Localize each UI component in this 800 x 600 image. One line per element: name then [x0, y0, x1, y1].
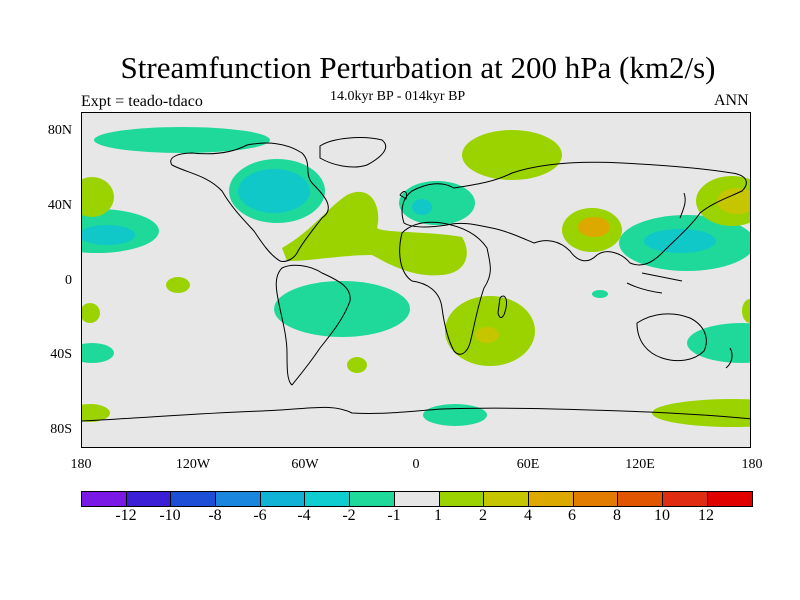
contour-neg-europe-core: [412, 199, 432, 215]
lat-label-40s: 40S: [50, 347, 72, 362]
contour-neg-namerica-core: [238, 169, 310, 213]
contour-pos-safrica-core: [475, 327, 499, 343]
coast-north-america: [170, 142, 329, 262]
coastlines: [82, 137, 750, 422]
lat-label-eq: 0: [65, 273, 72, 288]
contour-neg-tasman: [687, 323, 750, 363]
colorbar: [81, 491, 754, 507]
lon-label-60w: 60W: [291, 457, 319, 472]
colorbar-box: [662, 492, 708, 506]
contour-pos-npacific-east-core: [717, 188, 750, 214]
coast-new-zealand: [725, 347, 733, 369]
colorbar-box: [618, 492, 663, 506]
colorbar-box: [126, 492, 172, 506]
contour-neg-europe: [399, 181, 475, 225]
colorbar-box: [260, 492, 306, 506]
coast-madagascar: [497, 295, 507, 319]
contour-neg-spacific: [82, 343, 114, 363]
colorbar-label: 1: [434, 507, 442, 524]
colorbar-label: 2: [479, 507, 487, 524]
lon-label-60e: 60E: [516, 457, 540, 472]
contour-neg-wpacific-core: [644, 229, 716, 253]
colorbar-label: 4: [524, 507, 532, 524]
colorbar-label: -4: [297, 507, 311, 524]
experiment-label: Expt = teado-tdaco: [81, 93, 203, 110]
lon-label-120w: 120W: [175, 457, 211, 472]
contour-neg-indian: [592, 290, 608, 298]
coast-british-isles: [399, 191, 407, 200]
lat-label-80s: 80S: [50, 422, 72, 437]
colorbar-label: 12: [698, 507, 714, 524]
lat-label-40n: 40N: [47, 198, 72, 213]
contour-pos-antarctic-east: [652, 399, 750, 427]
colorbar-label: 10: [654, 507, 670, 524]
contour-neg-arctic: [94, 127, 270, 153]
contour-pos-atlantic: [282, 191, 467, 276]
colorbar-box: [707, 492, 753, 506]
colorbar-label: -6: [253, 507, 267, 524]
colorbar-box: [305, 492, 351, 506]
colorbar-box: [394, 492, 440, 506]
contour-pos-sam: [347, 357, 367, 373]
contour-pos-siberia: [462, 130, 562, 180]
contour-pos-eedge: [742, 299, 750, 323]
colorbar-box: [484, 492, 529, 506]
colorbar-box: [573, 492, 619, 506]
lon-label-180e: 180: [741, 457, 763, 472]
lat-label-80n: 80N: [47, 123, 72, 138]
plot-title: Streamfunction Perturbation at 200 hPa (…: [120, 50, 716, 85]
coast-greenland: [319, 137, 387, 168]
colorbar-label: -2: [342, 507, 356, 524]
lon-label-120e: 120E: [625, 457, 655, 472]
contour-neg-npacific-core: [82, 225, 135, 245]
coast-maritime-continent: [626, 272, 683, 294]
contour-pos-ross: [82, 404, 110, 422]
contour-pos-tibet-core: [578, 217, 610, 237]
colorbar-label: 8: [613, 507, 621, 524]
contour-pos-westedge: [82, 177, 114, 217]
colorbar-box: [216, 492, 261, 506]
contour-fills: [82, 127, 750, 427]
contour-pos-tropics: [166, 277, 190, 293]
colorbar-box: [528, 492, 574, 506]
colorbar-box: [439, 492, 485, 506]
contour-neg-satlantic: [274, 281, 410, 337]
season-label: ANN: [714, 92, 749, 109]
coast-south-america: [275, 264, 351, 386]
lon-label-0: 0: [412, 457, 420, 472]
map-svg: [82, 113, 750, 447]
coast-japan: [679, 192, 686, 219]
colorbar-label: -1: [387, 507, 401, 524]
period-label: 14.0kyr BP - 014kyr BP: [330, 89, 466, 104]
colorbar-box: [350, 492, 395, 506]
colorbar-label: -8: [208, 507, 222, 524]
coast-antarctica: [82, 406, 750, 422]
coast-africa: [399, 221, 491, 355]
coast-australia: [636, 313, 707, 362]
colorbar-label: -12: [115, 507, 137, 524]
colorbar-label: -10: [159, 507, 181, 524]
map-background: [82, 113, 750, 447]
contour-neg-southern: [423, 404, 487, 426]
colorbar-box: [171, 492, 217, 506]
colorbar-box: [82, 492, 127, 506]
contour-pos-wedge2: [82, 303, 100, 323]
coast-eurasia: [401, 161, 747, 266]
colorbar-label: 6: [568, 507, 576, 524]
map-plot: [81, 112, 751, 448]
lon-label-180w: 180: [70, 457, 92, 472]
